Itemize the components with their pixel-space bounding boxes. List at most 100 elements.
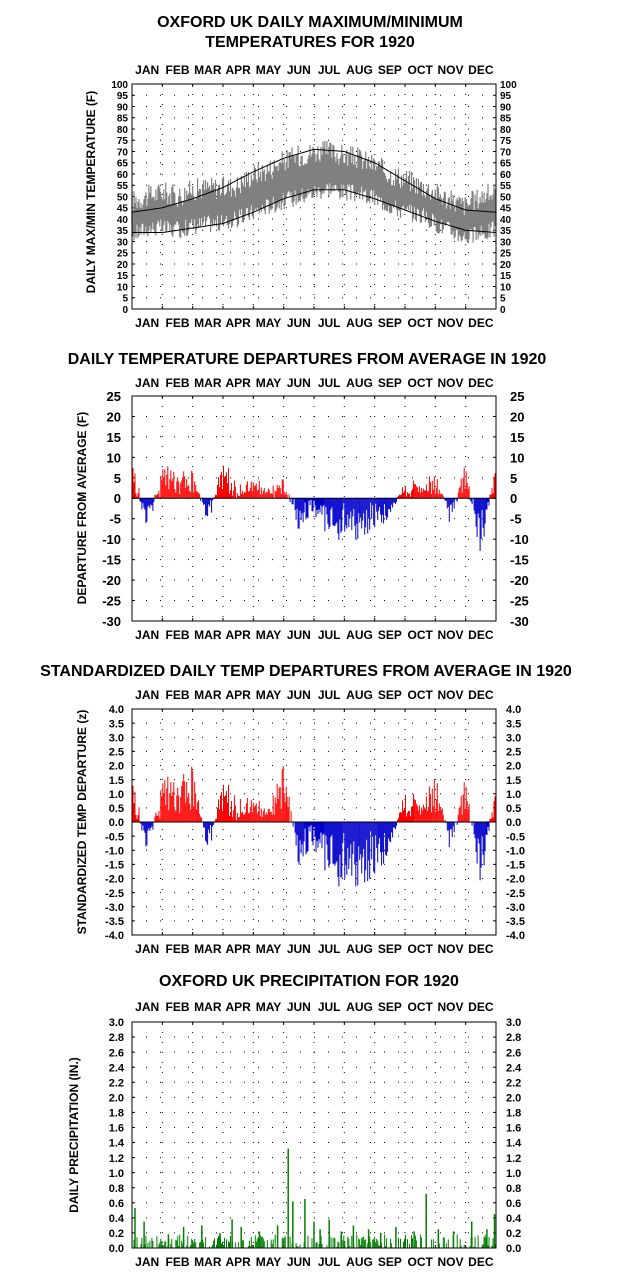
month-label-top: JAN: [135, 1000, 159, 1014]
month-label-top: JUL: [318, 688, 341, 702]
y-tick-label-left: 1.2: [109, 1153, 124, 1165]
month-label-top: APR: [225, 688, 251, 702]
y-tick-label-left: 0.0: [109, 817, 124, 829]
month-label-top: APR: [225, 1000, 251, 1014]
y-tick-label-left: 1.4: [109, 1138, 125, 1150]
y-tick-label-right: 0.5: [506, 803, 521, 815]
month-label-top: OCT: [407, 1000, 433, 1014]
y-tick-label-left: 0: [122, 305, 128, 316]
month-label-top: MAR: [194, 376, 222, 390]
plot-frame: [131, 1021, 497, 1249]
month-label-bottom: MAY: [256, 316, 282, 330]
month-label-top: MAR: [194, 688, 222, 702]
y-tick-label-right: 70: [500, 147, 512, 158]
y-tick-label-left: 2.0: [109, 761, 124, 773]
month-label-bottom: OCT: [407, 628, 433, 642]
y-tick-label-left: 0.0: [109, 1243, 124, 1255]
month-label-top: FEB: [166, 376, 190, 390]
y-tick-label-left: 20: [107, 409, 121, 424]
month-label-bottom: MAR: [194, 628, 222, 642]
y-tick-label-right: 3.0: [506, 1017, 521, 1029]
y-tick-label-left: -30: [102, 614, 121, 629]
observed-temperature-range: [131, 140, 496, 244]
month-label-top: NOV: [437, 1000, 463, 1014]
y-tick-label-right: 2.0: [506, 1093, 521, 1105]
month-label-bottom: DEC: [468, 316, 494, 330]
y-tick-label-left: 2.0: [109, 1093, 124, 1105]
month-label-top: JUL: [318, 376, 341, 390]
y-tick-label-right: 90: [500, 102, 512, 113]
month-label-bottom: JAN: [135, 628, 159, 642]
y-tick-label-left: 2.2: [109, 1077, 124, 1089]
y-tick-label-left: 25: [117, 249, 129, 260]
y-tick-label-left: 2.8: [109, 1032, 124, 1044]
y-tick-label-left: 75: [117, 136, 129, 147]
normal-min-line: [132, 189, 497, 233]
y-tick-label-left: 1.8: [109, 1108, 124, 1120]
y-tick-label-right: -3.5: [506, 916, 525, 928]
month-label-bottom: OCT: [407, 942, 433, 956]
month-label-bottom: JUL: [318, 1255, 341, 1269]
y-tick-label-right: 25: [500, 249, 512, 260]
month-label-bottom: DEC: [468, 942, 494, 956]
month-label-bottom: MAY: [256, 628, 282, 642]
chart-precip: 0.0 0.0 0.2 0.2 0.4 0.4 0.6 0.6 0.8 0.8 1.0 1.0 1.2 1…: [109, 1000, 522, 1269]
y-tick-label-left: 1.0: [109, 1168, 124, 1180]
y-tick-label-right: 15: [500, 271, 512, 282]
y-tick-label-left: -2.0: [105, 874, 124, 886]
y-tick-label-right: 2.4: [506, 1062, 522, 1074]
month-label-bottom: JAN: [135, 1255, 159, 1269]
month-label-top: FEB: [166, 1000, 190, 1014]
month-label-top: JUL: [318, 1000, 341, 1014]
y-tick-label-right: -4.0: [506, 930, 525, 942]
month-label-bottom: AUG: [346, 1255, 373, 1269]
y-tick-label-right: 55: [500, 181, 512, 192]
y-tick-label-right: 0.0: [506, 817, 521, 829]
y-tick-label-left: 25: [107, 389, 121, 404]
y-tick-label-right: 85: [500, 114, 512, 125]
month-label-top: OCT: [407, 376, 433, 390]
month-label-top: SEP: [378, 63, 402, 77]
y-tick-label-left: 35: [117, 226, 129, 237]
chart1-title-line1: OXFORD UK DAILY MAXIMUM/MINIMUM: [157, 14, 463, 31]
month-label-top: MAY: [256, 376, 282, 390]
y-tick-label-left: 4.0: [109, 704, 124, 716]
month-label-top: MAR: [194, 63, 222, 77]
month-label-top: AUG: [346, 688, 373, 702]
y-tick-label-right: 5: [510, 471, 517, 486]
month-label-top: DEC: [468, 376, 494, 390]
y-tick-label-left: -1.5: [105, 860, 124, 872]
y-tick-label-left: 55: [117, 181, 129, 192]
y-tick-label-left: 15: [107, 430, 121, 445]
y-tick-label-right: 100: [500, 80, 517, 91]
month-label-bottom: APR: [225, 316, 251, 330]
y-tick-label-left: -1.0: [105, 845, 124, 857]
month-label-bottom: FEB: [166, 942, 190, 956]
chart-standardized: -4.0 -4.0 -3.5 -3.5 -3.0 -3.0 -2.5 -2.5 -2.0 -2.0…: [105, 688, 525, 956]
chart4-title: OXFORD UK PRECIPITATION FOR 1920: [159, 973, 459, 990]
y-tick-label-left: 50: [117, 192, 129, 203]
month-label-bottom: NOV: [437, 942, 463, 956]
y-tick-label-right: -3.0: [506, 902, 525, 914]
y-tick-label-right: 0: [500, 305, 506, 316]
y-tick-label-left: 10: [107, 450, 121, 465]
y-tick-label-right: 10: [500, 282, 512, 293]
y-tick-label-right: 0.2: [506, 1228, 521, 1240]
y-tick-label-left: 3.0: [109, 1017, 124, 1029]
y-tick-label-left: -5: [109, 512, 121, 527]
month-label-top: DEC: [468, 63, 494, 77]
y-tick-label-right: 1.8: [506, 1108, 521, 1120]
y-tick-label-right: 1.0: [506, 1168, 521, 1180]
month-label-top: AUG: [346, 1000, 373, 1014]
y-tick-label-right: 0.4: [506, 1213, 522, 1225]
plot-frame: [131, 83, 497, 310]
y-tick-label-right: 1.2: [506, 1153, 521, 1165]
month-label-top: AUG: [346, 376, 373, 390]
month-label-top: JAN: [135, 63, 159, 77]
month-label-bottom: MAR: [194, 1255, 222, 1269]
y-tick-label-right: -0.5: [506, 831, 525, 843]
y-tick-label-right: 0.0: [506, 1243, 521, 1255]
month-label-top: FEB: [166, 63, 190, 77]
month-label-bottom: APR: [225, 628, 251, 642]
